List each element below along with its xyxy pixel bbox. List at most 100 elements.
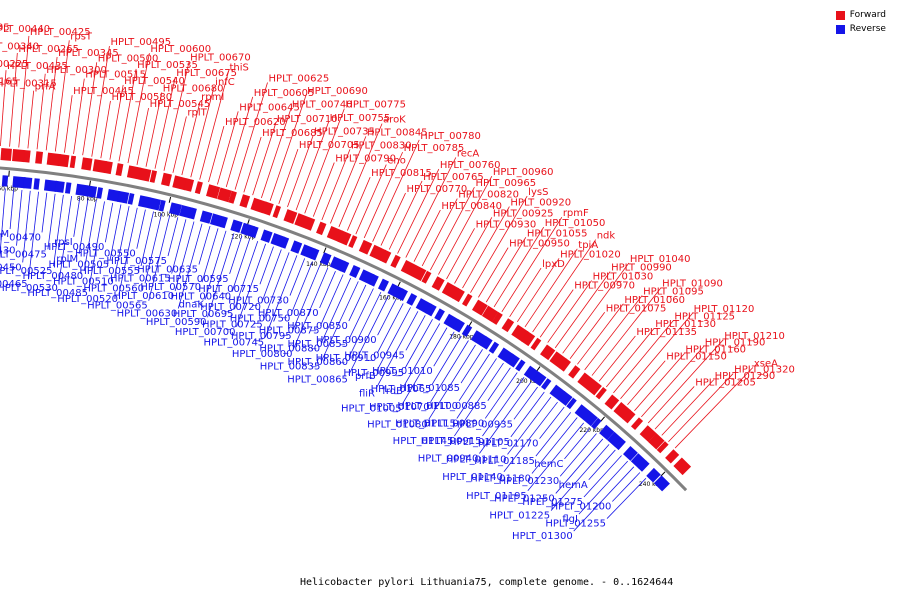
forward-gene-leader [127,53,150,164]
forward-gene-label: HPLT_00435 [7,61,68,72]
reverse-gene-leader [487,367,511,401]
reverse-gene-label: frdB [382,386,403,397]
forward-gene-label: HPLT_00340 [0,41,39,52]
reverse-gene-leader [320,274,344,326]
reverse-gene-label: HPLT_01230 [499,476,560,487]
forward-gene [250,197,267,214]
reverse-gene-label: HPLT_00745 [204,337,265,348]
reverse-gene [599,424,615,441]
forward-gene-leader [287,135,314,208]
reverse-gene-leader [403,323,441,387]
forward-gene-label: HPLT_00625 [269,73,330,84]
reverse-gene-label: HPLT_00835 [260,361,321,372]
reverse-gene-leader [321,281,359,362]
reverse-gene [127,193,135,205]
legend-reverse-label: Reverse [849,24,886,34]
forward-gene-leader [539,289,574,338]
forward-gene-label: HPLT_00440 [0,24,50,35]
reverse-gene-leader [229,235,243,275]
forward-gene-label: HPLT_01075 [606,303,667,314]
forward-gene-leader [421,198,458,267]
forward-gene [161,172,172,187]
forward-gene-label: HPLT_00445 [73,86,134,97]
tick-label: 200 kbp [516,378,541,385]
reverse-gene-leader [201,228,219,283]
forward-gene-leader [0,70,7,147]
forward-gene-leader [312,162,335,217]
forward-gene-leader [647,339,724,424]
forward-gene [421,270,432,284]
forward-gene-leader [405,157,457,258]
reverse-gene-leader [231,238,251,292]
forward-gene [451,287,465,303]
forward-gene [294,213,311,229]
reverse-gene-leader [78,198,89,254]
reverse-gene-leader [234,240,259,310]
tick-label: 140 kbp [306,261,331,268]
forward-gene-leader [562,262,630,354]
forward-gene-label: HPLT_00925 [493,208,554,219]
reverse-gene [12,176,26,189]
reverse-gene-label: HPLT_00945 [344,350,405,361]
tick-mark [468,321,473,327]
forward-gene-leader [172,116,187,173]
reverse-gene-label: fliR [359,389,375,400]
reverse-gene-label: HPLT_00900 [316,335,377,346]
forward-gene [283,209,298,224]
reverse-gene [607,431,623,448]
reverse-gene [85,185,98,198]
reverse-gene [461,324,473,337]
forward-gene-label: HPLT_00765 [423,172,484,183]
forward-gene-label: HPLT_00815 [371,168,432,179]
forward-gene-label: HPLT_00515 [85,70,146,81]
reverse-gene-leader [460,349,483,384]
forward-gene-label: HPLT_01120 [694,304,755,315]
reverse-gene [117,190,130,204]
forward-gene-leader [27,90,35,149]
forward-gene-label: HPLT_01030 [593,272,654,283]
reverse-gene-leader [16,189,23,246]
forward-gene [46,152,61,167]
forward-gene-leader [454,217,493,284]
reverse-gene [250,226,259,239]
reverse-gene-leader [174,221,195,292]
reverse-gene-label: HPLT_00530 [0,283,58,294]
reverse-gene-label: HPLT_00485 [27,288,88,299]
forward-gene-leader [45,56,58,151]
forward-gene-label: HPLT_00315 [0,78,57,89]
reverse-gene-label: HPLT_01005 [341,404,402,415]
reverse-gene-leader [144,213,163,284]
tick-mark [246,219,250,226]
reverse-gene [179,204,193,219]
forward-gene-leader [446,228,475,280]
forward-gene-leader [569,312,606,360]
reverse-gene-label: HPLT_00505 [48,259,109,270]
forward-gene [23,150,31,163]
forward-gene-leader [627,360,666,406]
forward-gene-label: HPLT_00820 [458,190,519,201]
reverse-gene-label: HPLT_00725 [202,320,263,331]
reverse-gene-leader [207,233,235,318]
reverse-gene-label: HPLT_00565 [87,301,148,312]
reverse-gene-label: HPLT_00850 [287,321,348,332]
forward-gene [462,293,473,307]
forward-gene-label: HPLT_00425 [30,27,91,38]
reverse-gene-leader [263,252,290,320]
forward-gene-leader [36,73,46,150]
reverse-gene-label: HPLT_01225 [489,511,550,522]
forward-gene-label: lysS [528,187,548,198]
reverse-gene-label: HPLT_01065 [371,384,432,395]
forward-gene-label: HPLT_00705 [299,140,360,151]
forward-gene-leader [584,295,643,371]
forward-gene-leader [674,367,754,449]
forward-gene-leader [154,76,176,169]
forward-gene [358,239,373,255]
reverse-gene [310,248,320,261]
forward-gene-leader [654,386,695,430]
forward-gene-leader [9,52,18,147]
reverse-gene-leader [376,307,411,372]
forward-gene-leader [493,226,545,308]
forward-gene-leader [260,108,292,199]
reverse-gene-label: HPLT_00475 [0,249,47,260]
